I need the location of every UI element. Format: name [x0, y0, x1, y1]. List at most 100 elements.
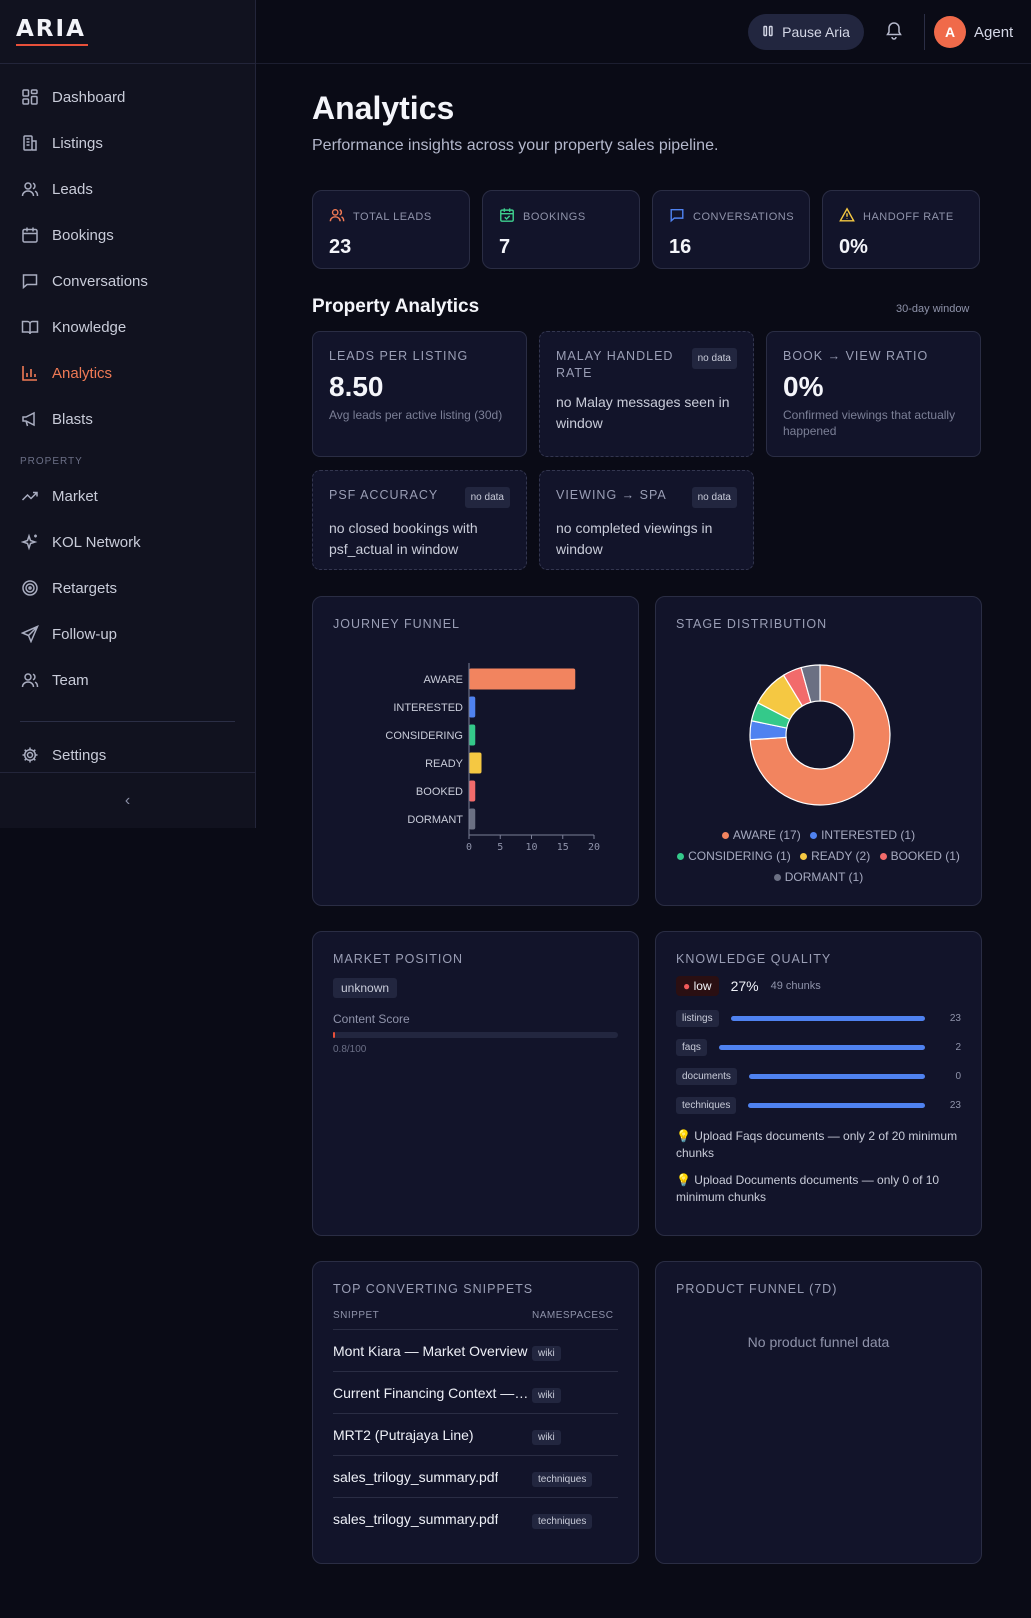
sidebar-item-dashboard[interactable]: Dashboard [0, 74, 255, 120]
stat-value: 0% [839, 236, 868, 258]
funnel-bar [469, 808, 476, 830]
stat-card-handoff-rate: HANDOFF RATE 0% [822, 190, 980, 269]
table-row[interactable]: Current Financing Context — Malaysiawiki [333, 1372, 618, 1414]
donut-slice-dormant [800, 664, 821, 704]
content-score-value: 0.8/100 [333, 1044, 367, 1055]
funnel-bar [469, 668, 576, 690]
funnel-tick-label: 15 [557, 842, 569, 853]
avatar[interactable]: A [934, 16, 966, 48]
panel-title: STAGE DISTRIBUTION [676, 617, 828, 631]
funnel-category-label: BOOKED [416, 786, 463, 798]
funnel-tick-label: 5 [497, 842, 503, 853]
column-header-snippet: SNIPPET [333, 1310, 380, 1321]
malay-handled-rate-card: MALAY HANDLED RATE no data no Malay messa… [539, 331, 754, 457]
funnel-tick-label: 0 [466, 842, 472, 853]
sidebar-item-listings[interactable]: Listings [0, 120, 255, 166]
namespace-tag: techniques [532, 1514, 593, 1529]
snippets-table-body: Mont Kiara — Market Overview wiki Current… [333, 1330, 618, 1540]
sidebar-item-label: Settings [52, 746, 107, 764]
table-row[interactable]: MRT2 (Putrajaya Line) wiki [333, 1414, 618, 1456]
table-row[interactable]: Mont Kiara — Market Overview wiki [333, 1330, 618, 1372]
card-note: Confirmed viewings that actually happene… [783, 408, 956, 438]
namespace-tag: wiki [532, 1387, 561, 1403]
journey-funnel-panel: JOURNEY FUNNEL AWARE INTERESTED CONSIDERIN… [312, 596, 639, 906]
sidebar-item-label: Bookings [52, 226, 114, 244]
sidebar-item-label: Leads [52, 180, 93, 198]
panel-title: KNOWLEDGE QUALITY [676, 952, 832, 966]
sidebar-item-leads[interactable]: Leads [0, 166, 255, 212]
funnel-category-label: READY [425, 758, 464, 770]
stat-label: BOOKINGS [523, 210, 586, 223]
market-position-badge: unknown [333, 978, 398, 998]
megaphone-icon [20, 409, 40, 429]
sidebar-item-bookings[interactable]: Bookings [0, 212, 255, 258]
knowledge-row-faqs: faqs 2 [676, 1033, 961, 1062]
sidebar-item-label: Retargets [52, 579, 118, 597]
pause-icon [762, 24, 774, 40]
book-icon [20, 317, 40, 337]
card-text: no completed viewings in window [556, 520, 713, 557]
namespace-tag: wiki [532, 1429, 561, 1445]
page-subtitle: Performance insights across your propert… [312, 137, 719, 154]
sidebar-item-label: Dashboard [52, 88, 126, 106]
chat-icon [20, 271, 40, 291]
gear-icon [20, 745, 40, 765]
trend-icon [20, 486, 40, 506]
stat-value: 16 [669, 236, 692, 258]
sidebar-item-market[interactable]: Market [0, 473, 255, 519]
sidebar-item-retargets[interactable]: Retargets [0, 565, 255, 611]
user-name[interactable]: Agent [974, 24, 1014, 41]
card-value: 8.50 [329, 371, 384, 402]
sidebar-item-label: Blasts [52, 410, 93, 428]
lightbulb-icon: 💡 [676, 1129, 691, 1143]
legend-item: BOOKED (1) [879, 849, 960, 863]
product-funnel-panel: PRODUCT FUNNEL (7D) No product funnel da… [655, 1261, 982, 1564]
funnel-category-label: AWARE [423, 674, 463, 686]
stat-value: 7 [499, 236, 511, 258]
sidebar-item-team[interactable]: Team [0, 657, 255, 703]
funnel-category-label: DORMANT [407, 814, 463, 826]
sidebar-item-knowledge[interactable]: Knowledge [0, 304, 255, 350]
window-label: 30-day window [896, 303, 970, 315]
namespace-tag: wiki [532, 1345, 561, 1361]
funnel-tick-label: 10 [525, 842, 537, 853]
leads-per-listing-card: LEADS PER LISTING 8.50 Avg leads per act… [312, 331, 527, 457]
sidebar-item-settings[interactable]: Settings [0, 732, 255, 778]
stat-label: HANDOFF RATE [863, 210, 954, 223]
sidebar-item-kol-network[interactable]: KOL Network [0, 519, 255, 565]
table-row[interactable]: sales_trilogy_summary.pdf techniques [333, 1498, 618, 1540]
market-position-panel: MARKET POSITION unknown Content Score 0.… [312, 931, 639, 1236]
funnel-category-label: INTERESTED [393, 702, 463, 714]
sidebar-item-analytics[interactable]: Analytics [0, 350, 255, 396]
calendar-icon [20, 225, 40, 245]
stat-card-conversations: CONVERSATIONS 16 [652, 190, 810, 269]
sidebar-item-blasts[interactable]: Blasts [0, 396, 255, 442]
knowledge-breakdown: listings 23 faqs 2 documents 0 techniques 23 [676, 1004, 961, 1120]
pause-aria-button[interactable]: Pause Aria [748, 14, 864, 50]
app-logo[interactable]: ARIA [16, 16, 86, 42]
building-icon [20, 133, 40, 153]
knowledge-bar [730, 1016, 925, 1021]
legend-item: READY (2) [800, 849, 870, 863]
bell-icon[interactable] [884, 20, 904, 45]
funnel-bar [469, 696, 476, 718]
sidebar-item-follow-up[interactable]: Follow-up [0, 611, 255, 657]
funnel-tick-label: 20 [588, 842, 600, 853]
card-text: no closed bookings with psf_actual in wi… [329, 520, 478, 557]
stage-donut-chart [749, 664, 891, 806]
sidebar-item-conversations[interactable]: Conversations [0, 258, 255, 304]
knowledge-bar [718, 1045, 925, 1050]
sidebar-item-label: Market [52, 487, 98, 505]
stat-label: CONVERSATIONS [693, 210, 795, 223]
panel-title: MARKET POSITION [333, 952, 464, 966]
panel-title: TOP CONVERTING SNIPPETS [333, 1282, 534, 1296]
legend-item: DORMANT (1) [773, 870, 863, 884]
chat-icon [669, 207, 685, 226]
collapse-sidebar-button[interactable]: ‹ [0, 772, 255, 828]
table-row[interactable]: sales_trilogy_summary.pdf techniques [333, 1456, 618, 1498]
content-score-fill [333, 1032, 336, 1038]
page-title: Analytics [312, 90, 455, 126]
target-icon [20, 578, 40, 598]
legend-item: CONSIDERING (1) [677, 849, 791, 863]
logo-area: ARIA [0, 0, 255, 64]
